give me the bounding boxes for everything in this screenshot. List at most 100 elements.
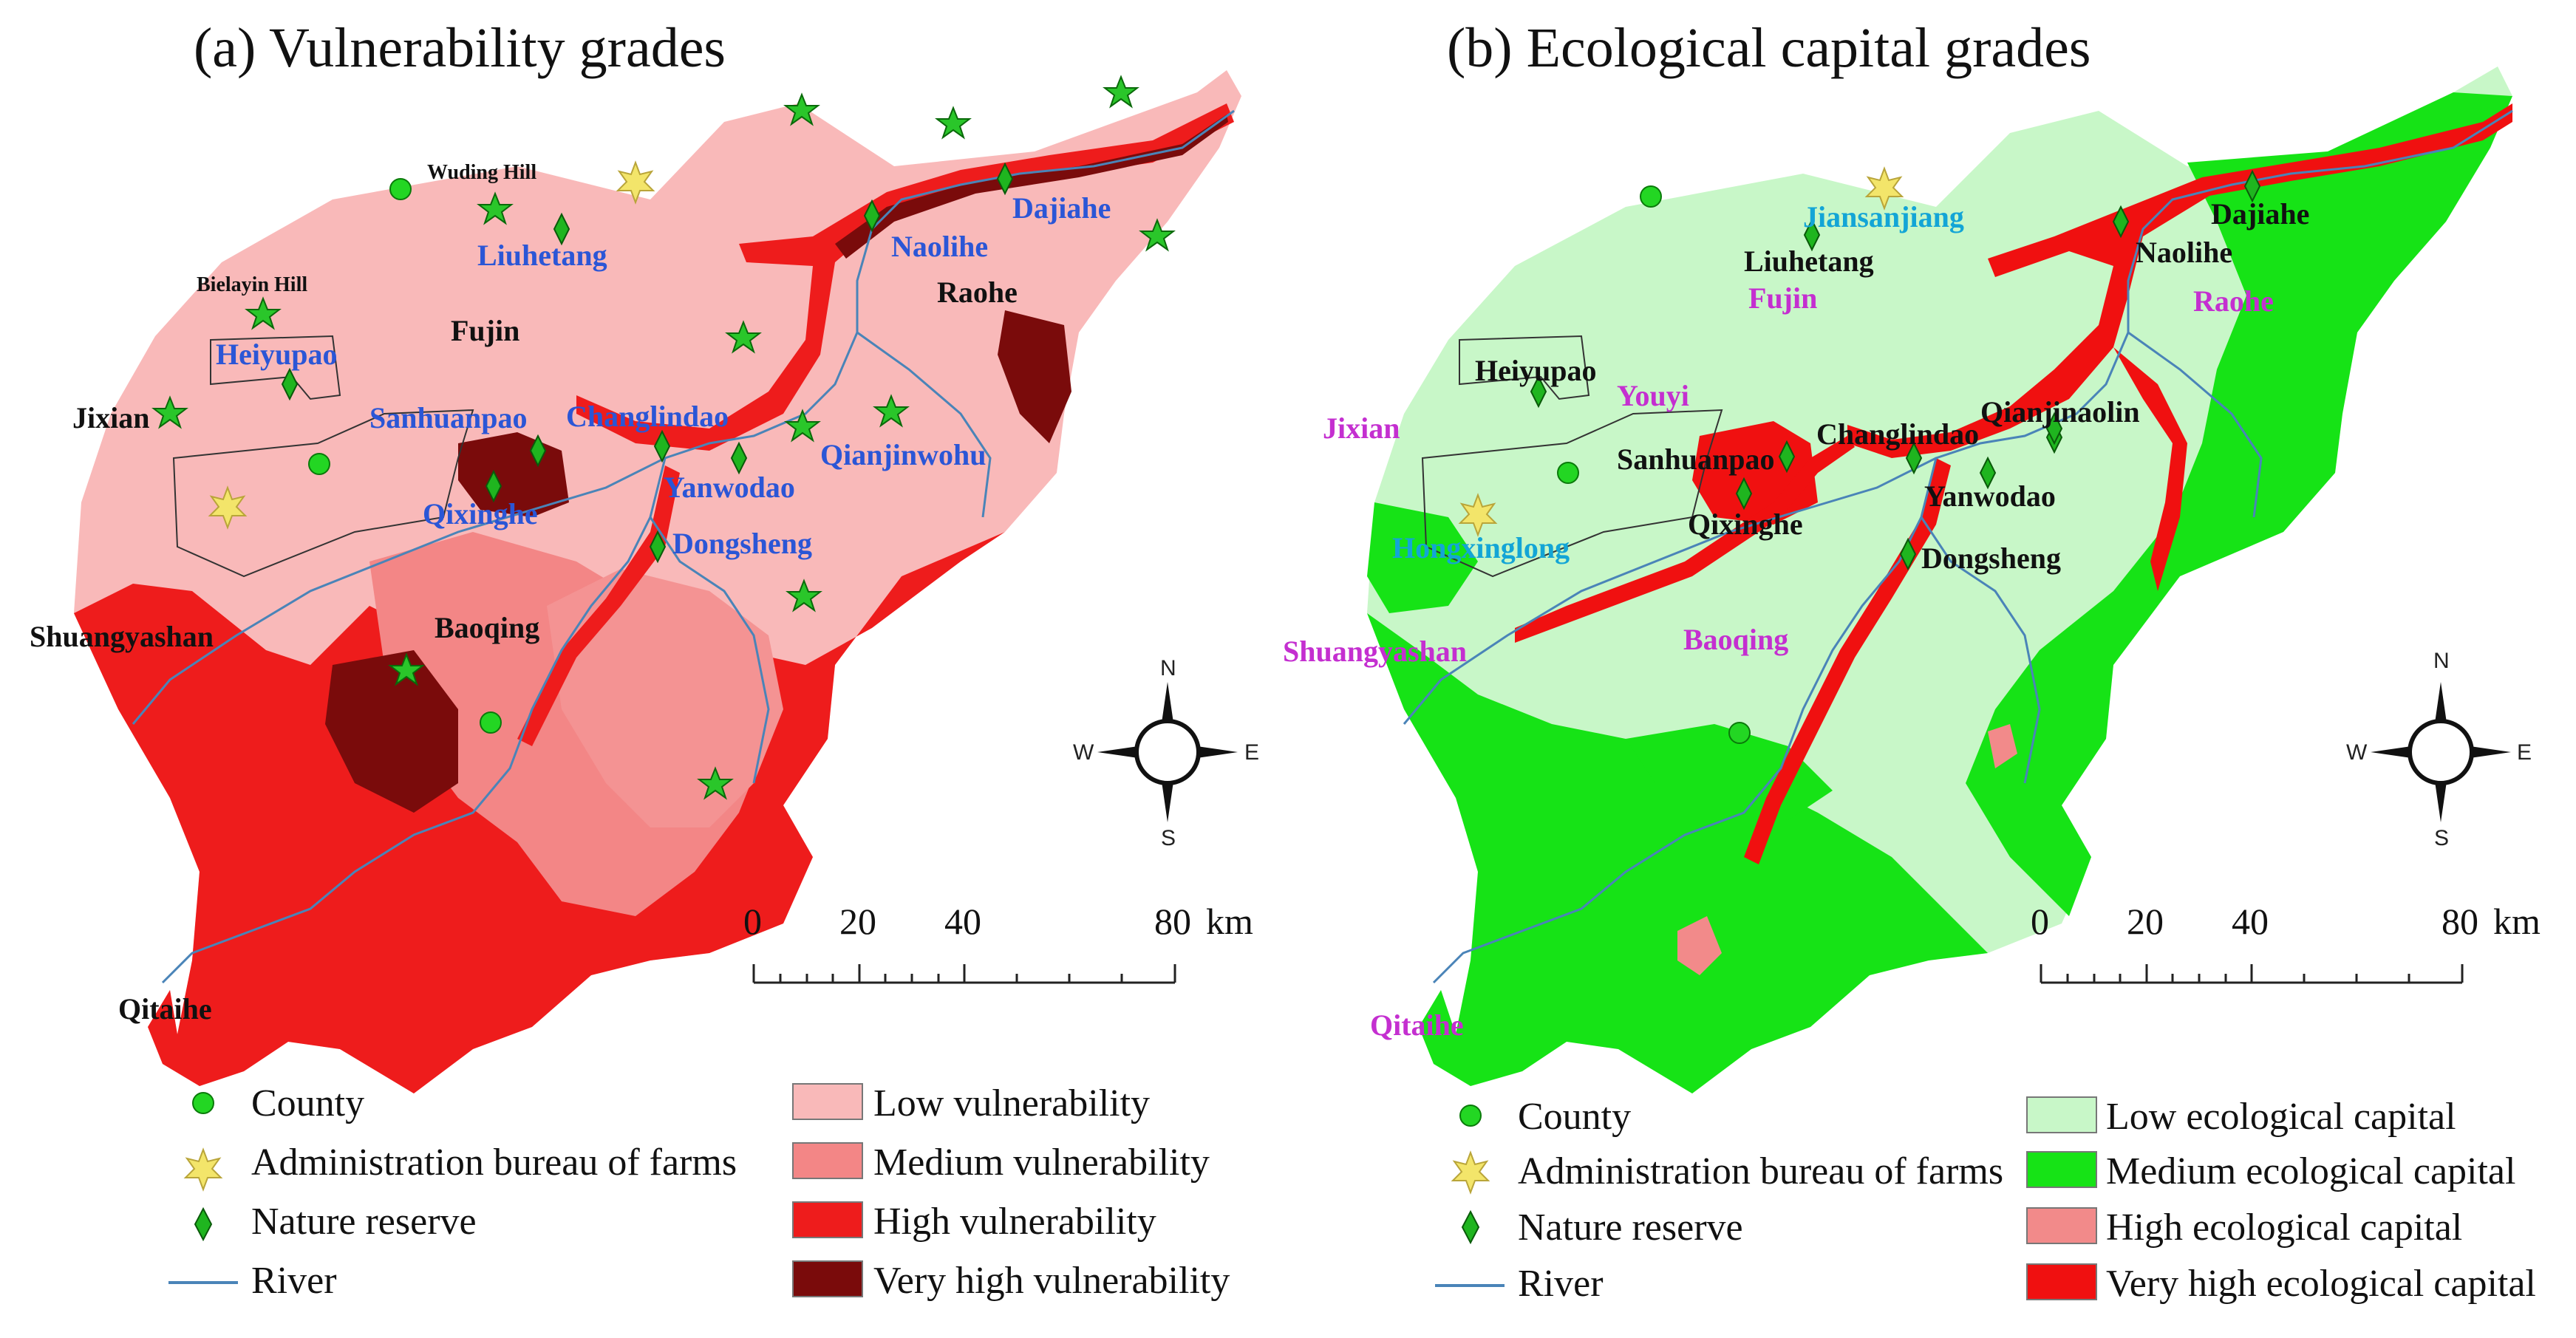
star-marker (725, 320, 762, 354)
compass-s: S (2434, 826, 2450, 850)
legend-swatch-high (2026, 1207, 2097, 1244)
panel-b-band-veryhigh-east (2113, 347, 2187, 591)
panel-b-river-west (1403, 457, 1937, 725)
nature-reserve-marker (2243, 169, 2261, 203)
label-naolihe: Naolihe (2136, 236, 2233, 269)
label-qixinghe: Qixinghe (423, 497, 538, 530)
nature-reserve-marker (1778, 440, 1796, 474)
nature-reserve-marker (863, 199, 881, 233)
panel-b-region-medium-east (1966, 92, 2512, 916)
panel-b-region-high-south (1677, 916, 1722, 975)
compass-n: N (2433, 649, 2450, 673)
scale-unit: km (2493, 901, 2541, 942)
legend-county: County (251, 1082, 365, 1124)
label-hongxinglong: Hongxinglong (1392, 531, 1570, 564)
legend-river: River (251, 1260, 337, 1302)
county-legend-icon (192, 1092, 214, 1114)
legend-river: River (1518, 1263, 1604, 1305)
panel-a-boundary-heiyupao (210, 335, 341, 400)
panel-b-scale-bar (2040, 964, 2464, 984)
admin-bureau-marker (208, 485, 248, 530)
label-dajiahe: Dajiahe (1012, 191, 1111, 225)
panel-b-river-east (2127, 331, 2263, 518)
label-qitaihe: Qitaihe (118, 992, 212, 1025)
legend-high: High vulnerability (873, 1201, 1156, 1243)
nature-reserve-marker (553, 212, 570, 246)
panel-a-title: (a) Vulnerability grades (194, 17, 726, 79)
label-raohe: Raohe (2193, 284, 2274, 318)
label-yanwodao: Yanwodao (664, 471, 795, 504)
panel-b-region-medium-west (1367, 502, 1478, 613)
panel-a-region-veryhigh-sw (325, 650, 458, 813)
panel-a-band-veryhigh-river (576, 103, 1234, 451)
label-raohe: Raohe (937, 276, 1018, 309)
panel-b-band-veryhigh-river (1847, 103, 2512, 458)
nature-reserve-marker (1530, 375, 1547, 409)
star-marker (245, 296, 282, 330)
admin-bureau-marker (1864, 166, 1904, 211)
legend-swatch-medium (2026, 1151, 2097, 1188)
label-jixian: Jixian (1323, 412, 1400, 445)
scale-tick-0: 0 (2031, 901, 2049, 942)
nature-reserve-marker (653, 429, 671, 463)
scale-tick-80: 80 (1154, 901, 1191, 942)
star-marker (786, 578, 822, 612)
nature-reserve-legend-icon (1461, 1209, 1480, 1245)
panel-b-boundary-farm (1421, 409, 1723, 578)
panel-a-compass (1097, 682, 1238, 822)
nature-reserve-marker (2112, 205, 2130, 239)
panel-b-boundary-heiyupao (1459, 335, 1590, 400)
legend-nature-reserve: Nature reserve (251, 1201, 477, 1243)
compass-e: E (2517, 740, 2532, 765)
legend-medium: Medium vulnerability (873, 1141, 1210, 1184)
panel-b-compass (2371, 682, 2511, 822)
compass-w: W (1073, 740, 1094, 765)
panel-a-river-east (856, 331, 992, 518)
star-markers (151, 75, 1176, 800)
star-marker (477, 191, 514, 225)
star-marker (873, 394, 910, 428)
label-baoqing: Baoqing (1683, 623, 1789, 656)
compass-e: E (1244, 740, 1260, 765)
nature-reserve-marker (1735, 477, 1753, 511)
nature-reserve-marker (730, 441, 748, 475)
panel-b-title: (b) Ecological capital grades (1447, 17, 2091, 79)
panel-b-river-south (1920, 516, 2041, 784)
scale-tick-40: 40 (2232, 901, 2269, 942)
panel-a-scale-bar (752, 964, 1176, 984)
nature-reserve-marker (281, 367, 299, 401)
label-fujin: Fujin (1748, 281, 1818, 315)
nature-reserve-marker (2045, 412, 2063, 446)
nature-reserve-marker (996, 162, 1014, 196)
admin-bureau-legend-icon (183, 1147, 223, 1192)
nature-reserve-marker (1905, 441, 1923, 475)
legend-medium: Medium ecological capital (2106, 1150, 2516, 1192)
panel-a-band-diagonal (517, 465, 680, 746)
label-liuhetang: Liuhetang (477, 239, 607, 272)
county-marker (1728, 722, 1751, 744)
legend-very-high: Very high vulnerability (873, 1260, 1230, 1302)
legend-admin-bureau: Administration bureau of farms (1518, 1150, 2004, 1192)
panel-a-markers (151, 75, 1176, 800)
county-legend-icon (1459, 1105, 1482, 1127)
label-yanwodao: Yanwodao (1924, 479, 2056, 513)
panel-a-legend-symbols (168, 1092, 238, 1284)
label-qitaihe: Qitaihe (1370, 1008, 1464, 1042)
nature-reserve-marker (1899, 537, 1917, 571)
legend-swatch-high (792, 1201, 863, 1238)
label-dajiahe: Dajiahe (2211, 197, 2310, 231)
compass-s: S (1161, 826, 1176, 850)
label-changlindao: Changlindao (1816, 417, 1980, 451)
nature-reserve-marker (1803, 218, 1821, 252)
star-marker (697, 766, 734, 800)
legend-low: Low ecological capital (2106, 1096, 2456, 1138)
label-changlindao: Changlindao (566, 400, 729, 433)
label-heiyupao: Heiyupao (216, 338, 338, 371)
legend-very-high: Very high ecological capital (2106, 1263, 2536, 1305)
label-qianjinaolin: Qianjinaolin (1980, 395, 2140, 429)
scale-tick-40: 40 (944, 901, 981, 942)
label-jiansanjiang: Jiansanjiang (1803, 200, 1964, 233)
scale-tick-80: 80 (2442, 901, 2478, 942)
legend-swatch-medium (792, 1142, 863, 1179)
compass-w: W (2346, 740, 2368, 765)
